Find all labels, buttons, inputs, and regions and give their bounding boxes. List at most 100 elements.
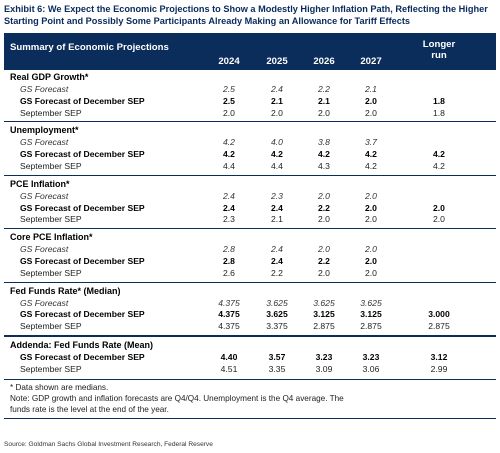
year-header: 2026 <box>313 56 335 67</box>
longer-run-cell: 3.000 <box>428 309 450 320</box>
table-row: September SEP 2.0 2.0 2.0 2.0 1.8 <box>4 108 496 120</box>
row-label: September SEP <box>20 214 82 225</box>
section-title: PCE Inflation* <box>10 178 70 189</box>
value-cell: 4.40 <box>220 351 238 362</box>
row-label: GS Forecast of December SEP <box>20 255 145 266</box>
value-cell: 4.375 <box>218 321 240 332</box>
value-cell: 2.0 <box>365 244 377 255</box>
section-divider <box>4 334 496 337</box>
section-title-row: Unemployment* <box>4 123 496 137</box>
value-cell: 3.625 <box>313 297 335 308</box>
value-cell: 2.0 <box>318 267 330 278</box>
longer-run-cell: 4.2 <box>433 149 445 160</box>
longer-run-cell: 4.2 <box>433 160 445 171</box>
value-cell: 3.625 <box>266 297 288 308</box>
note-line: Note: GDP growth and inflation forecasts… <box>10 393 344 403</box>
value-cell: 2.4 <box>271 255 283 266</box>
table-row: September SEP 4.375 3.375 2.875 2.875 2.875 <box>4 321 496 333</box>
section-divider <box>4 121 496 123</box>
value-cell: 2.2 <box>318 84 330 94</box>
value-cell: 4.2 <box>223 149 235 160</box>
value-cell: 2.1 <box>271 214 283 225</box>
value-cell: 3.125 <box>360 309 382 320</box>
value-cell: 2.0 <box>223 107 235 118</box>
value-cell: 2.2 <box>318 202 330 213</box>
note-line: funds rate is the level at the end of th… <box>10 404 169 414</box>
row-label: GS Forecast of December SEP <box>20 351 145 362</box>
table-header: Summary of Economic Projections 2024 202… <box>4 33 496 70</box>
value-cell: 4.2 <box>365 160 377 171</box>
table-row: September SEP 4.51 3.35 3.09 3.06 2.99 <box>4 364 496 376</box>
table-divider <box>4 417 496 419</box>
row-label: GS Forecast of December SEP <box>20 309 145 320</box>
section-title: Unemployment* <box>10 125 79 136</box>
row-label: GS Forecast of December SEP <box>20 95 145 106</box>
section-divider <box>4 174 496 176</box>
table-body: Real GDP Growth* GS Forecast 2.5 2.4 2.2 2.1 G… <box>4 70 496 376</box>
value-cell: 2.875 <box>313 321 335 332</box>
value-cell: 4.2 <box>365 149 377 160</box>
value-cell: 3.23 <box>315 351 333 362</box>
value-cell: 2.0 <box>318 107 330 118</box>
value-cell: 4.2 <box>223 137 235 148</box>
value-cell: 2.0 <box>365 202 377 213</box>
value-cell: 2.2 <box>318 255 330 266</box>
table-divider <box>4 378 496 380</box>
section-title: Real GDP Growth* <box>10 72 89 82</box>
value-cell: 2.0 <box>365 255 377 266</box>
value-cell: 2.5 <box>223 95 235 106</box>
table-row: GS Forecast of December SEP 2.4 2.4 2.2 2.0 2… <box>4 203 496 215</box>
value-cell: 2.5 <box>223 84 235 94</box>
value-cell: 2.875 <box>360 321 382 332</box>
table-row: GS Forecast 4.375 3.625 3.625 3.625 <box>4 298 496 310</box>
longer-run-cell: 2.0 <box>433 202 445 213</box>
value-cell: 4.2 <box>318 149 330 160</box>
value-cell: 4.0 <box>271 137 283 148</box>
value-cell: 3.375 <box>266 321 288 332</box>
table-section: PCE Inflation* GS Forecast 2.4 2.3 2.0 2.0 GS … <box>4 174 496 226</box>
table-row: GS Forecast 2.5 2.4 2.2 2.1 <box>4 84 496 96</box>
value-cell: 3.35 <box>268 363 286 374</box>
section-title: Fed Funds Rate* (Median) <box>10 285 121 296</box>
value-cell: 3.8 <box>318 137 330 148</box>
row-label: September SEP <box>20 363 82 374</box>
value-cell: 3.125 <box>313 309 335 320</box>
table-section: Addenda: Fed Funds Rate (Mean) GS Forecas… <box>4 334 496 376</box>
value-cell: 2.0 <box>318 190 330 201</box>
value-cell: 2.4 <box>223 202 235 213</box>
table-row: GS Forecast 2.4 2.3 2.0 2.0 <box>4 191 496 203</box>
value-cell: 2.0 <box>271 107 283 118</box>
value-cell: 2.0 <box>318 244 330 255</box>
source-note: Source: Goldman Sachs Global Investment … <box>4 441 213 448</box>
value-cell: 2.8 <box>223 244 235 255</box>
longer-run-header: Longer run <box>422 39 456 61</box>
table-row: September SEP 2.6 2.2 2.0 2.0 <box>4 268 496 280</box>
value-cell: 2.4 <box>271 202 283 213</box>
longer-run-cell: 2.875 <box>428 321 450 332</box>
longer-run-cell: 2.0 <box>433 214 445 225</box>
table-header-label: Summary of Economic Projections <box>10 42 169 53</box>
section-title-row: Core PCE Inflation* <box>4 230 496 244</box>
table-row: September SEP 2.3 2.1 2.0 2.0 2.0 <box>4 214 496 226</box>
value-cell: 2.1 <box>365 84 377 94</box>
value-cell: 2.0 <box>365 267 377 278</box>
row-label: September SEP <box>20 160 82 171</box>
row-label: GS Forecast <box>20 190 69 201</box>
year-header: 2025 <box>266 56 288 67</box>
exhibit-title: Exhibit 6: We Expect the Economic Projec… <box>4 4 488 26</box>
value-cell: 2.1 <box>271 95 283 106</box>
table-row: September SEP 4.4 4.4 4.3 4.2 4.2 <box>4 161 496 173</box>
value-cell: 2.8 <box>223 255 235 266</box>
value-cell: 2.0 <box>365 107 377 118</box>
table-row: GS Forecast of December SEP 2.8 2.4 2.2 2.0 <box>4 256 496 268</box>
row-label: September SEP <box>20 267 82 278</box>
row-label: GS Forecast <box>20 137 69 148</box>
value-cell: 2.4 <box>223 190 235 201</box>
section-title-row: Fed Funds Rate* (Median) <box>4 284 496 298</box>
table-section: Fed Funds Rate* (Median) GS Forecast 4.375… <box>4 281 496 333</box>
year-header: 2027 <box>360 56 382 67</box>
table-row: GS Forecast of December SEP 2.5 2.1 2.1 2.0 1… <box>4 96 496 108</box>
longer-run-cell: 3.12 <box>430 351 448 362</box>
row-label: GS Forecast of December SEP <box>20 202 145 213</box>
